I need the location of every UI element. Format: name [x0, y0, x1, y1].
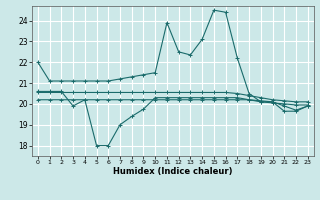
X-axis label: Humidex (Indice chaleur): Humidex (Indice chaleur) [113, 167, 233, 176]
